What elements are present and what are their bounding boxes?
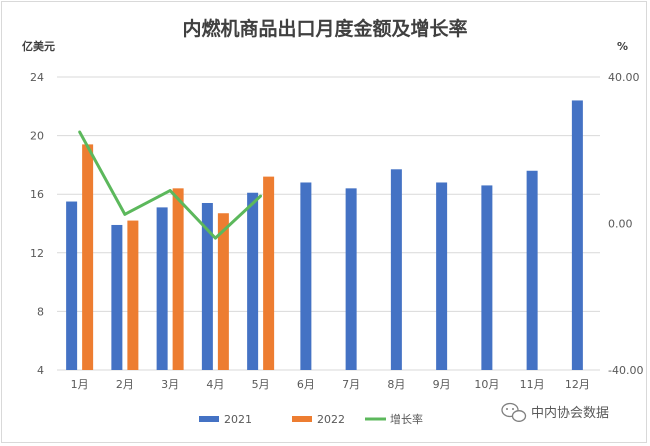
left-tick-label: 16 bbox=[30, 188, 44, 201]
left-axis-unit: 亿美元 bbox=[22, 39, 55, 53]
x-tick-label: 1月 bbox=[71, 378, 89, 391]
bars bbox=[66, 100, 583, 370]
legend-label-growth: 增长率 bbox=[390, 412, 423, 426]
x-tick-label: 12月 bbox=[565, 378, 590, 391]
right-tick-label: 40.00 bbox=[608, 71, 640, 84]
bar-2022 bbox=[217, 213, 229, 370]
bar-2021 bbox=[571, 100, 583, 370]
bar-2021 bbox=[436, 182, 448, 370]
watermark-text: 中内协会数据 bbox=[531, 405, 609, 421]
bar-2021 bbox=[526, 170, 538, 370]
x-tick-label: 10月 bbox=[474, 378, 499, 391]
watermark: 中内协会数据 bbox=[501, 402, 609, 422]
x-tick-label: 11月 bbox=[520, 378, 545, 391]
x-tick-label: 2月 bbox=[116, 378, 134, 391]
bar-2021 bbox=[247, 192, 259, 370]
x-tick-label: 8月 bbox=[387, 378, 405, 391]
right-axis-unit: % bbox=[617, 40, 628, 53]
growth-point bbox=[123, 212, 127, 216]
x-tick-label: 5月 bbox=[252, 378, 270, 391]
left-axis: 4 8 12 16 20 24 bbox=[30, 71, 44, 377]
growth-line-path bbox=[78, 131, 262, 240]
growth-point bbox=[168, 189, 172, 192]
left-tick-label: 8 bbox=[37, 305, 44, 318]
x-tick-label: 6月 bbox=[297, 378, 315, 391]
bar-2021 bbox=[300, 182, 312, 370]
bar-2021 bbox=[481, 185, 493, 370]
x-tick-label: 9月 bbox=[433, 378, 451, 391]
growth-line bbox=[78, 130, 263, 240]
x-tick-label: 3月 bbox=[161, 378, 179, 391]
bar-2021 bbox=[66, 201, 78, 370]
legend-swatch-2021 bbox=[199, 416, 219, 422]
legend-label-2022: 2022 bbox=[317, 413, 345, 426]
x-tick-label: 4月 bbox=[206, 378, 224, 391]
wechat-icon bbox=[501, 402, 527, 422]
bar-2022 bbox=[127, 220, 139, 370]
x-axis: 1月 2月 3月 4月 5月 6月 7月 8月 9月 10月 11月 12月 bbox=[71, 378, 590, 391]
bar-2021 bbox=[156, 207, 168, 370]
bar-2022 bbox=[172, 188, 184, 370]
left-tick-label: 12 bbox=[30, 247, 44, 260]
bar-2021 bbox=[390, 169, 402, 370]
growth-point bbox=[259, 194, 263, 198]
bar-2022 bbox=[263, 176, 275, 370]
legend-swatch-2022 bbox=[292, 416, 312, 422]
x-tick-label: 7月 bbox=[342, 378, 360, 391]
bar-2021 bbox=[201, 202, 213, 370]
bar-2021 bbox=[111, 224, 123, 370]
bar-2022 bbox=[82, 144, 94, 370]
legend-label-2021: 2021 bbox=[224, 413, 252, 426]
legend: 2021 2022 增长率 bbox=[199, 412, 423, 426]
right-tick-label: 0.00 bbox=[608, 218, 633, 231]
left-tick-label: 4 bbox=[37, 364, 44, 377]
growth-point bbox=[78, 130, 82, 134]
gridlines bbox=[57, 76, 600, 371]
bar-2021 bbox=[345, 188, 357, 370]
right-axis: -40.00 0.00 40.00 bbox=[608, 71, 643, 377]
growth-point bbox=[213, 236, 217, 240]
left-tick-label: 24 bbox=[30, 71, 44, 84]
right-tick-label: -40.00 bbox=[608, 364, 643, 377]
left-tick-label: 20 bbox=[30, 130, 44, 143]
chart-title: 内燃机商品出口月度金额及增长率 bbox=[182, 17, 467, 40]
